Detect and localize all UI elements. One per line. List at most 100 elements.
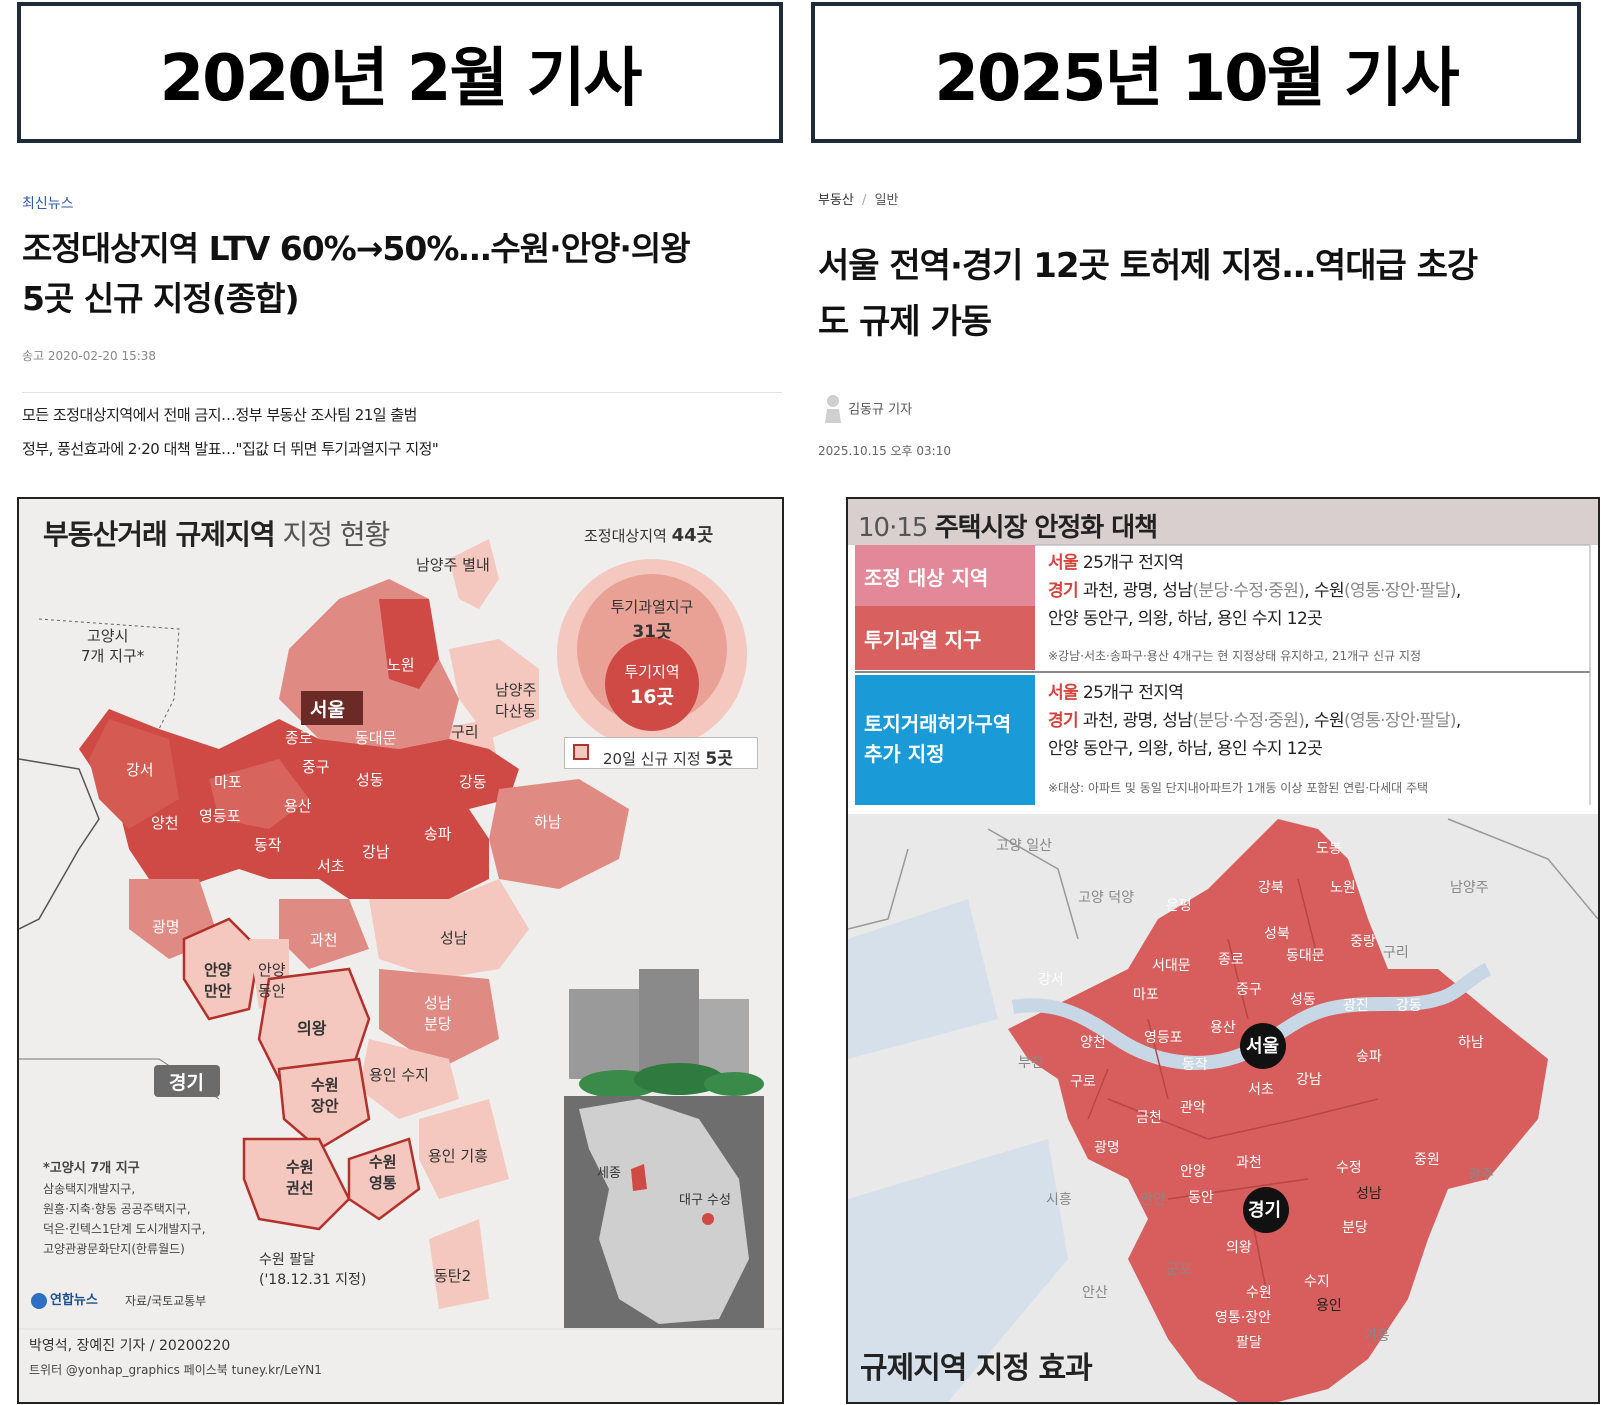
district-label: 강북 — [1258, 880, 1284, 896]
left-header-title: 2020년 2월 기사 — [159, 41, 643, 116]
district-label: 서초 — [1248, 1082, 1274, 1098]
right-header-box: 2025년 10월 기사 — [811, 2, 1581, 143]
left-header-box: 2020년 2월 기사 — [17, 2, 783, 143]
district-label: 송파 — [424, 825, 452, 843]
suwon-yeongtong-label: 수원 영통 — [369, 1153, 397, 1192]
left-map-svg — [19, 539, 782, 1330]
goyang-label-2: 7개 지구* — [81, 647, 145, 665]
district-label: 팔달 — [1236, 1335, 1262, 1351]
left-headline-line2: 5곳 신규 지정(종합) — [22, 279, 300, 318]
district-label: 수원 — [1246, 1285, 1272, 1301]
right-map-svg — [848, 499, 1598, 1402]
gray-place-label: 남양주 — [1450, 880, 1489, 896]
district-label: 분당 — [1342, 1220, 1368, 1236]
gray-place-label: 부천 — [1018, 1055, 1044, 1071]
suwon-gwonseon-label: 수원 권선 — [286, 1158, 314, 1197]
uiwang-label: 의왕 — [297, 1019, 327, 1038]
row-label-speculation: 투기과열 지구 — [864, 628, 982, 652]
daegu-label: 대구 수성 — [679, 1193, 731, 1208]
left-subhead-1: 모든 조정대상지역에서 전매 금지…정부 부동산 조사팀 21일 출범 — [22, 406, 417, 424]
district-label: 용산 — [1210, 1020, 1236, 1036]
right-article-panel: 2025년 10월 기사 부동산 / 일반 서울 전역·경기 12곳 토허제 지… — [811, 0, 1601, 1405]
legend-inner: 투기지역 16곳 — [624, 663, 680, 708]
gyeonggi-badge: 경기 — [1248, 1200, 1282, 1221]
district-label: 강동 — [459, 773, 487, 791]
district-label: 성동 — [1290, 992, 1316, 1008]
left-map-title: 부동산거래 규제지역 지정 현황 — [43, 518, 390, 551]
gray-place-label: 안산 — [1082, 1285, 1108, 1301]
legend-mid: 투기과열지구 31곳 — [610, 598, 694, 642]
sejong-label: 세종 — [597, 1166, 621, 1181]
breadcrumb-sub[interactable]: 일반 — [874, 193, 899, 208]
district-label: 마포 — [1133, 987, 1159, 1003]
left-category-link[interactable]: 최신뉴스 — [22, 196, 74, 212]
legend-new-swatch — [573, 744, 589, 760]
suwon-paldal-label: 수원 팔달 ('18.12.31 지정) — [259, 1252, 367, 1288]
gray-place-label: 광주 — [1468, 1167, 1494, 1183]
district-label: 성북 — [1264, 926, 1290, 942]
map-effect-title: 규제지역 지정 효과 — [860, 1351, 1093, 1386]
district-label: 동안 — [1188, 1190, 1214, 1206]
row-body-3: 서울 25개구 전지역 경기 과천, 광명, 성남(분당·수정·중원), 수원(… — [1048, 683, 1461, 759]
goyang-footnote: *고양시 7개 지구 삼송택지개발지구, 원흥·지축·향동 공공주택지구, 덕은… — [43, 1161, 206, 1256]
map-source: 자료/국토교통부 — [125, 1294, 207, 1308]
breadcrumb-category[interactable]: 부동산 — [818, 193, 854, 208]
gray-place-label: 고양 덕양 — [1078, 890, 1134, 906]
gray-place-label: 만안 — [1140, 1192, 1166, 1208]
district-label: 영등포 — [1144, 1030, 1183, 1046]
gray-place-label: 고양 일산 — [996, 838, 1052, 854]
district-label: 마포 — [214, 773, 242, 791]
district-label: 중구 — [1236, 982, 1262, 998]
district-label: 용인 — [1316, 1298, 1342, 1314]
anyang-manan-label: 안양 만안 — [204, 961, 232, 1000]
district-label: 도봉 — [1316, 841, 1342, 857]
district-label: 영등포 — [199, 807, 241, 825]
district-label: 구로 — [1070, 1074, 1096, 1090]
namyang-byeollae-label: 남양주 별내 — [416, 556, 490, 574]
district-label: 양천 — [1080, 1035, 1106, 1051]
right-breadcrumb: 부동산 / 일반 — [818, 193, 899, 208]
right-date: 2025.10.15 오후 03:10 — [818, 444, 951, 458]
left-divider — [22, 392, 782, 393]
goyang-label: 고양시 — [87, 627, 129, 645]
district-label: 성동 — [356, 771, 384, 789]
district-label: 강서 — [1038, 972, 1064, 988]
legend-new-designation: 20일 신규 지정 5곳 — [564, 737, 758, 769]
yongin-giheung-label: 용인 기흥 — [428, 1147, 488, 1165]
district-label: 송파 — [1356, 1049, 1382, 1065]
gray-place-label: 시흥 — [1046, 1192, 1072, 1208]
seongnam-bundang-label: 성남 분당 — [424, 994, 452, 1033]
map-credit: 박영석, 장예진 기자 / 20200220 — [29, 1338, 231, 1354]
district-label: 강서 — [126, 761, 154, 779]
district-label: 과천 — [310, 931, 338, 949]
district-label: 중랑 — [1350, 934, 1376, 950]
right-infographic[interactable]: 10·15 주택시장 안정화 대책 조정 대상 지역 투기과열 지구 토지거래허… — [846, 497, 1600, 1404]
left-article-panel: 2020년 2월 기사 최신뉴스 조정대상지역 LTV 60%→50%…수원·안… — [0, 0, 790, 1405]
left-headline[interactable]: 조정대상지역 LTV 60%→50%…수원·안양·의왕 5곳 신규 지정(종합) — [22, 224, 691, 324]
district-label: 관악 — [1180, 1100, 1206, 1116]
seoul-badge: 서울 — [1246, 1036, 1280, 1057]
district-label: 동작 — [1182, 1057, 1208, 1073]
gyeonggi-label: 경기 — [169, 1072, 204, 1094]
district-label: 동대문 — [355, 729, 397, 747]
reporter-byline[interactable]: 김동규 기자 — [823, 393, 912, 423]
district-label: 하남 — [1458, 1035, 1484, 1051]
district-label: 금천 — [1136, 1110, 1162, 1126]
dongtan-label: 동탄2 — [434, 1267, 472, 1285]
district-label: 강남 — [1296, 1072, 1322, 1088]
district-label: 동대문 — [1286, 948, 1325, 964]
district-label: 노원 — [1330, 880, 1356, 896]
district-label: 영통·장안 — [1215, 1310, 1271, 1326]
row-label-adjustment: 조정 대상 지역 — [864, 566, 989, 590]
district-label: 노원 — [387, 656, 415, 674]
district-label: 의왕 — [1226, 1240, 1252, 1256]
district-label: 과천 — [1236, 1155, 1262, 1171]
left-map-infographic[interactable]: 부동산거래 규제지역 지정 현황 조정대상지역 44곳 투기과열지구 31곳 투… — [17, 497, 784, 1404]
reporter-name: 김동규 기자 — [848, 402, 913, 418]
namyang-dasan-label: 남양주 다산동 — [495, 681, 537, 720]
infographic-title: 10·15 주택시장 안정화 대책 — [858, 513, 1158, 543]
district-label: 안양 — [1180, 1164, 1206, 1180]
right-headline[interactable]: 서울 전역·경기 12곳 토허제 지정…역대급 초강 도 규제 가동 — [818, 238, 1478, 350]
district-label: 강동 — [1396, 998, 1422, 1014]
district-label: 양천 — [151, 814, 179, 832]
